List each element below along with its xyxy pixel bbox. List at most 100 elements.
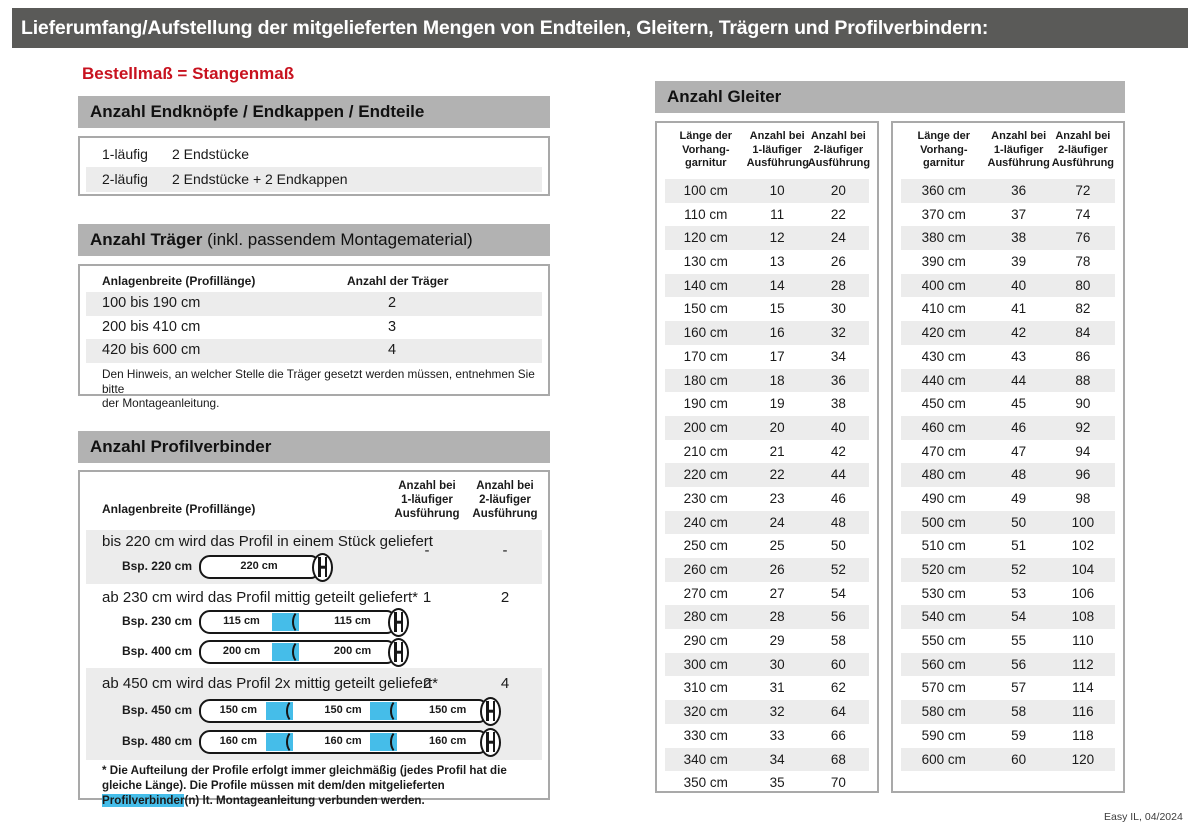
gliders-one-run: 39 [1011,254,1027,270]
header-line: Ausführung [1051,157,1115,169]
profilverbinder-footnote: * Die Aufteilung der Profile erfolgt imm… [102,763,538,808]
table-row: 230 cm 23 46 [665,487,869,511]
section-header-traeger: Anzahl Träger (inkl. passendem Montagema… [78,224,550,256]
segment-length: 160 cm [219,735,257,747]
segment-length: 200 cm [222,645,261,657]
gliders-two-run: 54 [830,585,846,601]
table-row: 2-läufig 2 Endstücke + 2 Endkappen [86,167,542,192]
profile-connector-icon [265,699,306,723]
gliders-two-run: 92 [1075,419,1091,435]
traeger-note: Den Hinweis, an welcher Stelle die Träge… [102,367,536,411]
document-version: Easy IL, 04/2024 [1104,811,1183,823]
curtain-length: 530 cm [921,585,966,601]
gliders-two-run: 60 [830,656,846,672]
gliders-two-run: 46 [830,490,846,506]
gliders-one-run: 37 [1011,206,1027,222]
section-title: Anzahl Träger [90,230,203,249]
segment-length: 160 cm [324,735,362,747]
curtain-length: 370 cm [921,206,966,222]
endteile-table: 1-läufig 2 Endstücke 2-läufig 2 Endstück… [78,136,550,196]
gliders-two-run: 116 [1072,704,1094,720]
bracket-count: 2 [387,295,397,311]
gliders-two-run: 104 [1071,562,1095,577]
section-subtitle: (inkl. passendem Montagematerial) [202,230,473,249]
end-piece-icon [388,637,409,667]
gliders-one-run: 10 [769,183,785,198]
curtain-length: 290 cm [683,633,728,649]
table-row: 420 cm 42 84 [901,321,1115,345]
gliders-one-run: 18 [769,372,785,388]
note-line: der Montageanleitung. [102,396,220,410]
gliders-one-run: 22 [769,467,785,483]
gliders-two-run: 90 [1075,396,1091,412]
curtain-length: 200 cm [683,419,728,435]
end-piece-icon [480,727,501,757]
value-one-run: 1 [422,589,432,606]
curtain-length: 170 cm [683,348,728,364]
gliders-two-run: 64 [830,704,846,720]
gliders-two-run: 34 [830,348,846,364]
curtain-length: 390 cm [921,254,966,270]
value-one-run: 2 [422,675,432,692]
gliders-two-run: 110 [1072,633,1094,649]
run-type-label: 1-läufig [102,146,148,162]
curtain-length: 150 cm [683,301,728,317]
table-row: 160 cm 16 32 [665,321,869,345]
gliders-two-run: 106 [1071,585,1095,601]
profilverbinder-highlight: Profilverbinder [102,794,185,807]
gleiter-table-header: Länge der Vorhang- garnitur Anzahl bei 1… [665,123,871,172]
profile-connector-icon [370,699,410,723]
table-row: 470 cm 47 94 [901,440,1115,464]
gliders-two-run: 28 [830,277,846,293]
table-row: 140 cm 14 28 [665,273,869,298]
profile-connector-icon [272,610,312,634]
segment-length: 115 cm [223,615,260,627]
profile-rod-diagram: 200 cm 200 cm [199,637,409,667]
gliders-one-run: 25 [769,538,785,554]
table-row: 330 cm 33 66 [665,724,869,748]
gliders-one-run: 51 [1011,538,1027,554]
table-row: 480 cm 48 96 [901,463,1115,487]
table-row: 500 cm 50 100 [901,510,1115,535]
curtain-length: 300 cm [683,656,728,672]
segment-length: 115 cm [334,615,371,627]
table-row: 300 cm 30 60 [665,652,869,677]
gliders-one-run: 14 [769,277,785,293]
col-header-one-run: Anzahl bei 1-läufiger Ausführung [747,130,809,172]
gliders-one-run: 15 [769,301,785,317]
example-label: Bsp. 220 cm [121,559,192,573]
curtain-length: 110 cm [684,206,728,222]
table-row: 1-läufig 2 Endstücke [86,142,542,167]
curtain-length: 340 cm [683,751,728,767]
gliders-two-run: 24 [830,230,846,246]
gliders-one-run: 11 [770,206,785,222]
curtain-length: 600 cm [921,751,966,767]
curtain-length: 570 cm [921,680,966,696]
gliders-one-run: 28 [769,609,785,625]
rule-text: bis 220 cm wird das Profil in einem Stüc… [102,533,433,550]
curtain-length: 210 cm [683,443,728,459]
gliders-one-run: 19 [769,396,785,412]
gliders-one-run: 30 [769,656,785,672]
gliders-two-run: 26 [830,254,846,270]
table-row: 420 bis 600 cm 4 [86,339,542,363]
gliders-one-run: 53 [1011,585,1027,601]
curtain-length: 440 cm [921,372,966,388]
table-row: 120 cm 12 24 [665,226,869,251]
table-row: 380 cm 38 76 [901,226,1115,251]
value-two-run: 4 [500,675,510,692]
header-line: Vorhang- [682,143,730,156]
section-title: Anzahl Profilverbinder [90,437,272,456]
gliders-two-run: 70 [830,775,846,791]
header-line: Anzahl bei [476,480,534,492]
curtain-length: 470 cm [921,443,966,459]
parts-value: 2 Endstücke + 2 Endkappen [172,171,348,187]
gliders-two-run: 82 [1075,301,1091,317]
gliders-one-run: 23 [769,490,785,506]
profile-connector-icon [370,730,410,754]
gliders-two-run: 88 [1075,372,1091,388]
gliders-two-run: 84 [1075,325,1091,341]
gliders-one-run: 60 [1011,751,1027,767]
value-one-run: - [424,542,430,559]
